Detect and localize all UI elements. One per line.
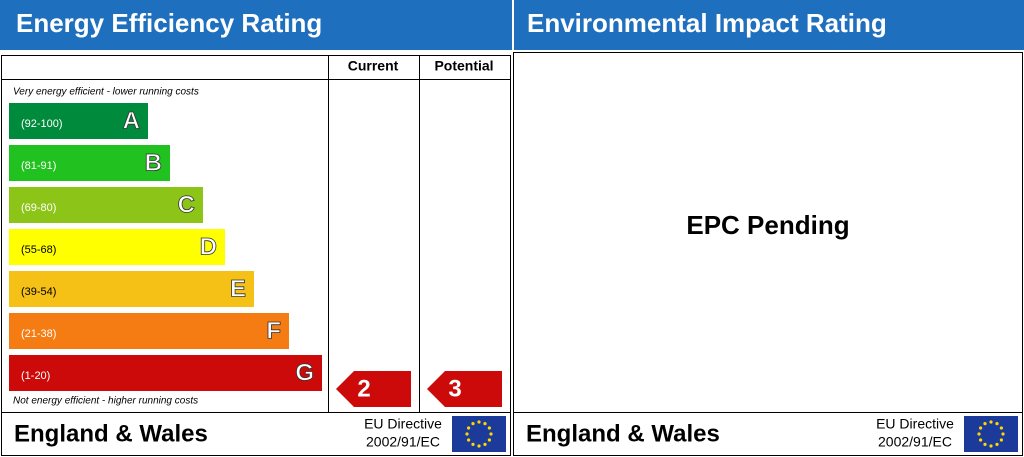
band-bar <box>9 313 289 349</box>
directive: EU Directive <box>364 416 442 432</box>
directive: EU Directive <box>876 416 954 432</box>
band-letter: G <box>295 359 314 386</box>
eu-star <box>465 432 469 436</box>
status: EPC Pending <box>686 210 849 240</box>
eu-star <box>471 422 475 426</box>
eu-star <box>989 444 993 448</box>
eu-star <box>471 442 475 446</box>
band-bar <box>9 229 225 265</box>
eu-star <box>995 422 999 426</box>
top-note: Very energy efficient - lower running co… <box>13 87 199 98</box>
directive: 2002/91/EC <box>878 434 952 450</box>
band-letter: C <box>178 191 195 218</box>
region: England & Wales <box>526 420 720 447</box>
left-header <box>0 0 512 50</box>
eu-star <box>477 420 481 424</box>
left-frame <box>1 55 511 456</box>
eu-star <box>487 426 491 430</box>
eu-star <box>999 438 1003 442</box>
band-bar <box>9 271 254 307</box>
eu-star <box>483 422 487 426</box>
band-range: (81-91) <box>21 160 56 172</box>
band-bar <box>9 103 148 139</box>
left-title: Energy Efficiency Rating <box>16 8 322 38</box>
directive: 2002/91/EC <box>366 434 440 450</box>
band-bar <box>9 187 203 223</box>
band-letter: E <box>230 275 246 302</box>
eu-star <box>483 442 487 446</box>
band-letter: D <box>200 233 217 260</box>
eu-star <box>989 420 993 424</box>
rating-arrow <box>427 371 502 407</box>
band-range: (92-100) <box>21 118 63 130</box>
column-header: Potential <box>434 58 493 74</box>
eu-star <box>489 432 493 436</box>
band-bar <box>9 145 170 181</box>
eu-star <box>467 426 471 430</box>
band-range: (39-54) <box>21 286 56 298</box>
eu-star <box>477 444 481 448</box>
rating-value: 3 <box>448 375 461 402</box>
eu-star <box>983 422 987 426</box>
eu-star <box>467 438 471 442</box>
eu-star <box>995 442 999 446</box>
right-frame <box>513 52 1023 456</box>
band-range: (21-38) <box>21 328 56 340</box>
eu-star <box>487 438 491 442</box>
band-letter: F <box>266 317 281 344</box>
band-range: (1-20) <box>21 370 50 382</box>
eu-star <box>979 426 983 430</box>
column-header: Current <box>348 58 399 74</box>
right-title: Environmental Impact Rating <box>527 8 887 38</box>
band-range: (55-68) <box>21 244 56 256</box>
eu-star <box>1001 432 1005 436</box>
band-letter: B <box>145 149 162 176</box>
rating-value: 2 <box>357 375 370 402</box>
band-range: (69-80) <box>21 202 56 214</box>
eu-star <box>979 438 983 442</box>
right-header <box>514 0 1024 50</box>
band-letter: A <box>123 107 140 134</box>
region: England & Wales <box>14 420 208 447</box>
eu-star <box>999 426 1003 430</box>
eu-star <box>977 432 981 436</box>
rating-arrow <box>336 371 411 407</box>
bottom-note: Not energy efficient - higher running co… <box>13 396 198 407</box>
eu-star <box>983 442 987 446</box>
band-bar <box>9 355 322 391</box>
